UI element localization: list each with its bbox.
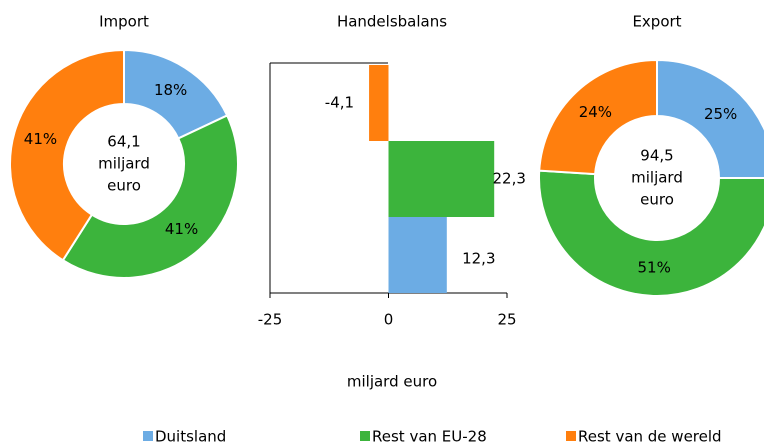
center-label: miljard [98, 155, 150, 173]
donut-segment [61, 114, 239, 279]
legend-label: Duitsland [155, 428, 226, 446]
x-tick-label: 25 [497, 311, 516, 329]
data-label: 41% [24, 130, 57, 148]
center-label: 94,5 [640, 147, 673, 165]
data-label: 41% [165, 220, 198, 238]
center-label: euro [640, 191, 674, 209]
legend-label: Rest van EU-28 [372, 428, 487, 446]
center-label: euro [107, 177, 141, 195]
x-tick-label: 0 [384, 311, 394, 329]
donut-segment [9, 48, 125, 262]
center-label: 64,1 [107, 133, 140, 151]
chart-title: Handelsbalans [337, 13, 447, 31]
chart-title: Export [632, 13, 681, 31]
legend-swatch [360, 431, 370, 441]
data-label: 25% [704, 105, 737, 123]
data-label: 51% [638, 258, 671, 276]
legend-swatch [566, 431, 576, 441]
x-axis-label: miljard euro [347, 373, 437, 391]
bar [388, 217, 447, 293]
legend-swatch [143, 431, 153, 441]
chart-title: Import [99, 13, 149, 31]
data-label: 18% [154, 81, 187, 99]
donut-segment [538, 169, 764, 297]
bar [388, 141, 495, 217]
donut-segment [656, 58, 764, 179]
donut-segment [538, 58, 658, 176]
x-tick-label: -25 [258, 311, 283, 329]
data-label: 12,3 [462, 250, 495, 268]
center-label: miljard [631, 169, 683, 187]
data-label: -4,1 [325, 94, 354, 112]
bar [369, 65, 389, 141]
legend-label: Rest van de wereld [578, 428, 722, 446]
data-label: 24% [579, 103, 612, 121]
data-label: 22,3 [492, 170, 525, 188]
